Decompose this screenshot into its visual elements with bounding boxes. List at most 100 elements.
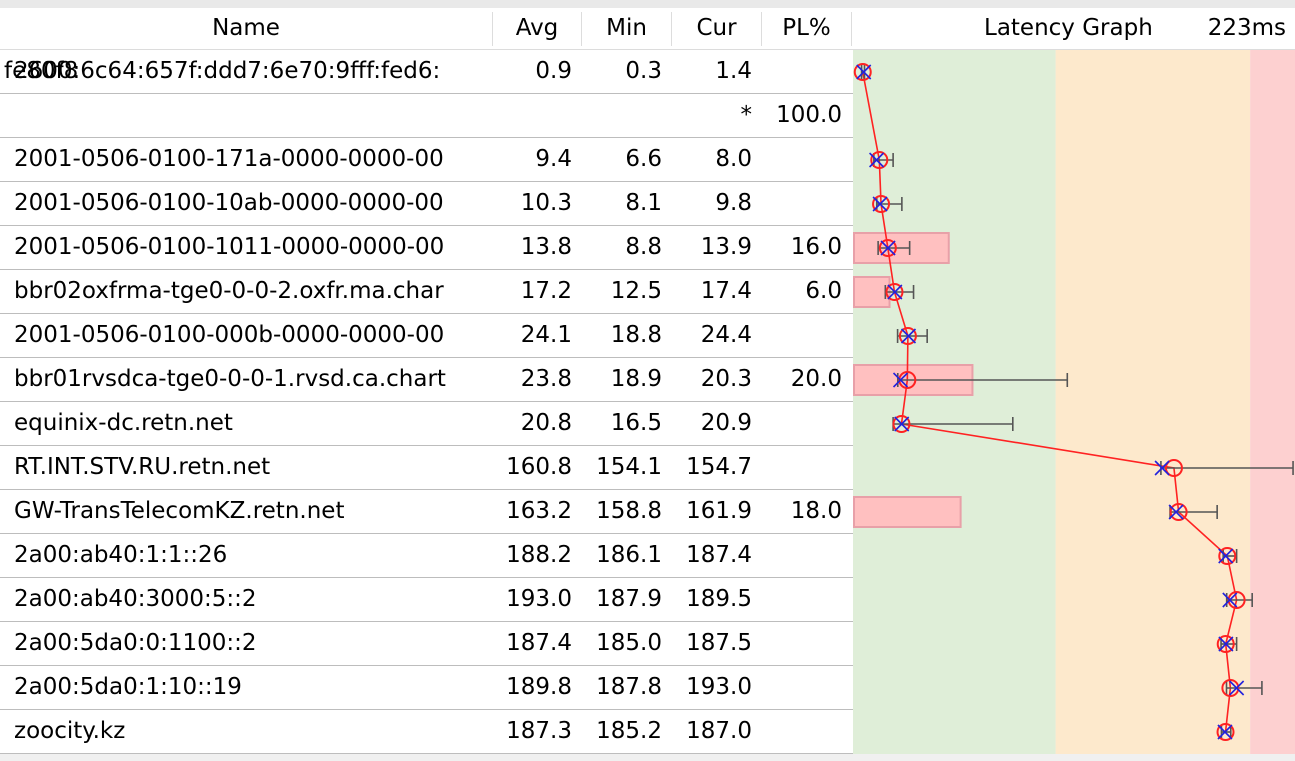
hop-name: 2a00:ab40:1:1::26 — [14, 542, 228, 568]
hop-packet-loss — [760, 50, 842, 93]
graph-max-label: 223ms — [1207, 15, 1286, 41]
hop-cur: 189.5 — [686, 586, 752, 612]
hop-min: 6.6 — [625, 146, 662, 172]
column-divider[interactable] — [761, 12, 762, 46]
hop-packet-loss: 6.0 — [805, 278, 842, 304]
hop-min — [580, 94, 662, 137]
hop-packet-loss: 16.0 — [790, 234, 842, 260]
hop-row[interactable]: bbr01rvsdca-tge0-0-0-1.rvsd.ca.chart 23.8… — [0, 358, 853, 402]
hop-cur: 20.9 — [700, 410, 752, 436]
hop-avg: 189.8 — [506, 674, 572, 700]
hop-avg: 187.3 — [506, 718, 572, 744]
hop-cur: * — [740, 102, 753, 128]
current-latency-marker — [900, 328, 917, 344]
column-header-min[interactable]: Min — [606, 15, 647, 41]
hop-cur: 161.9 — [686, 498, 752, 524]
hop-avg: 163.2 — [506, 498, 572, 524]
current-latency-marker — [894, 416, 910, 432]
hop-cur: 187.0 — [686, 718, 752, 744]
hop-packet-loss: 100.0 — [776, 102, 842, 128]
hop-packet-loss — [760, 666, 842, 709]
current-latency-marker — [869, 152, 885, 168]
hop-cur: 187.5 — [686, 630, 752, 656]
hop-name: bbr01rvsdca-tge0-0-0-1.rvsd.ca.chart — [14, 366, 446, 392]
hop-packet-loss — [760, 314, 842, 357]
current-latency-marker — [880, 240, 896, 256]
column-divider[interactable] — [581, 12, 582, 46]
hop-row[interactable]: 2a00:ab40:3000:5::2 193.0 187.9 189.5 — [0, 578, 853, 622]
hop-name: bbr02oxfrma-tge0-0-0-2.oxfr.ma.char — [14, 278, 444, 304]
hop-packet-loss — [760, 402, 842, 445]
hop-name: 2a00:5da0:1:10::19 — [14, 674, 242, 700]
hop-row[interactable]: GW-TransTelecomKZ.retn.net 163.2 158.8 161.… — [0, 490, 853, 534]
avg-latency-marker — [898, 327, 917, 345]
hop-min: 8.8 — [625, 234, 662, 260]
hop-row[interactable]: bbr02oxfrma-tge0-0-0-2.oxfr.ma.char 17.2 1… — [0, 270, 853, 314]
hop-row[interactable]: equinix-dc.retn.net 20.8 16.5 20.9 — [0, 402, 853, 446]
hop-row[interactable]: 2001-0506-0100-1011-0000-0000-00 13.8 8.8 1… — [0, 226, 853, 270]
column-header-name[interactable]: Name — [212, 15, 280, 41]
hop-row[interactable]: 2a00:5da0:1:10::19 189.8 187.8 193.0 — [0, 666, 853, 710]
hop-name: 2a00:ab40:3000:5::2 — [14, 586, 257, 612]
avg-latency-marker — [878, 239, 897, 257]
column-header-pl[interactable]: PL% — [782, 15, 831, 41]
column-divider[interactable] — [851, 12, 852, 46]
table-header: Name Avg Min Cur PL% Latency Graph 223ms — [0, 8, 1295, 50]
current-latency-marker — [872, 196, 888, 212]
hop-packet-loss — [760, 710, 842, 753]
hop-row[interactable]: * 100.0 — [0, 94, 853, 138]
avg-latency-marker — [1216, 635, 1235, 653]
current-latency-marker — [1218, 636, 1234, 652]
hop-cur: 13.9 — [700, 234, 752, 260]
latency-zone-good — [853, 50, 1056, 754]
hop-min: 158.8 — [596, 498, 662, 524]
latency-zone-warning — [1055, 50, 1251, 754]
hop-packet-loss — [760, 138, 842, 181]
hop-cur: 20.3 — [700, 366, 752, 392]
hop-avg: 193.0 — [506, 586, 572, 612]
hop-row[interactable]: RT.INT.STV.RU.retn.net 160.8 154.1 154.7 — [0, 446, 853, 490]
avg-latency-marker — [1227, 591, 1246, 609]
current-latency-marker — [1168, 504, 1184, 520]
column-divider[interactable] — [671, 12, 672, 46]
hop-row[interactable]: 2a00:5da0:0:1100::2 187.4 185.0 187.5 — [0, 622, 853, 666]
hop-avg: 24.1 — [520, 322, 572, 348]
hop-avg: 160.8 — [506, 454, 572, 480]
hop-row[interactable]: 2001-0506-0100-000b-0000-0000-00 24.1 18.8… — [0, 314, 853, 358]
hop-min: 0.3 — [625, 58, 662, 84]
hop-cur: 9.8 — [715, 190, 752, 216]
hop-name: 2600:6c64:657f:ddd7:6e70:9fff:fed6: — [14, 58, 441, 84]
hop-packet-loss — [760, 182, 842, 225]
hop-row[interactable]: zoocity.kz 187.3 185.2 187.0 — [0, 710, 853, 754]
hop-name — [0, 94, 490, 137]
hop-name: equinix-dc.retn.net — [14, 410, 233, 436]
hop-min: 18.8 — [610, 322, 662, 348]
hop-packet-loss — [760, 622, 842, 665]
current-latency-marker — [1154, 460, 1170, 476]
column-header-cur[interactable]: Cur — [696, 15, 737, 41]
current-latency-marker — [856, 64, 872, 80]
hop-name: 2001-0506-0100-1011-0000-0000-00 — [14, 234, 445, 260]
hop-row[interactable]: 2a00:ab40:1:1::26 188.2 186.1 187.4 — [0, 534, 853, 578]
hop-avg: 10.3 — [520, 190, 572, 216]
hop-row[interactable]: 2001-0506-0100-10ab-0000-0000-00 10.3 8.1 9… — [0, 182, 853, 226]
hop-row[interactable]: 2600:6c64:657f:ddd7:6e70:9fff:fed6: 0.9 0.… — [0, 50, 853, 94]
hop-min: 185.0 — [596, 630, 662, 656]
hop-name: 2001-0506-0100-171a-0000-0000-00 — [14, 146, 444, 172]
latency-zone-critical — [1250, 50, 1295, 754]
packet-loss-bar — [853, 496, 962, 528]
avg-latency-marker — [885, 283, 904, 301]
hop-min: 154.1 — [596, 454, 662, 480]
hop-cur: 154.7 — [686, 454, 752, 480]
column-header-avg[interactable]: Avg — [515, 15, 559, 41]
hop-row[interactable]: 2001-0506-0100-171a-0000-0000-00 9.4 6.6 8.… — [0, 138, 853, 182]
hop-name: 2001-0506-0100-000b-0000-0000-00 — [14, 322, 445, 348]
hop-packet-loss: 20.0 — [790, 366, 842, 392]
hop-cur: 17.4 — [700, 278, 752, 304]
avg-latency-marker — [1164, 459, 1183, 477]
column-header-latency-graph[interactable]: Latency Graph — [984, 15, 1153, 41]
column-divider[interactable] — [492, 12, 493, 46]
hop-min: 187.8 — [596, 674, 662, 700]
avg-latency-marker — [872, 195, 891, 213]
current-latency-marker — [1218, 548, 1234, 564]
